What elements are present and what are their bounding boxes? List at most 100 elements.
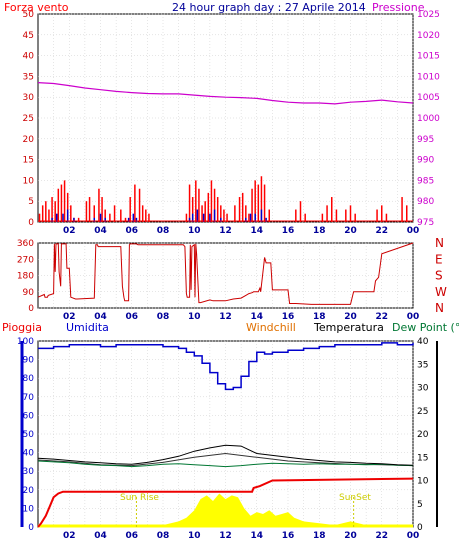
temperature-legend-label: Temperatura bbox=[313, 321, 384, 334]
dewpoint-line bbox=[37, 460, 414, 468]
sunrise-label: Sun Rise bbox=[120, 493, 159, 503]
x-tick-label: 04 bbox=[94, 312, 107, 322]
x-tick-label: 14 bbox=[250, 226, 263, 236]
y-tick-label-left: 40 bbox=[23, 52, 35, 62]
x-tick-label: 08 bbox=[157, 312, 170, 322]
y-tick-label-left: 20 bbox=[23, 135, 35, 145]
x-tick-label: 00 bbox=[407, 312, 420, 322]
x-tick-label: 10 bbox=[188, 312, 201, 322]
x-tick-label: 16 bbox=[282, 531, 295, 541]
x-tick-label: 12 bbox=[219, 226, 232, 236]
x-tick-label: 22 bbox=[375, 531, 388, 541]
wind-direction-line bbox=[37, 242, 414, 305]
x-tick-label: 18 bbox=[313, 312, 326, 322]
y-tick-label-left: 10 bbox=[23, 176, 35, 186]
y-tick-label-left: 180 bbox=[17, 272, 34, 282]
x-tick-label: 20 bbox=[344, 226, 357, 236]
pressure-line bbox=[37, 82, 414, 105]
x-tick-label: 12 bbox=[219, 531, 232, 541]
solar-radiation-area bbox=[38, 493, 413, 527]
y-tick-label-right: 20 bbox=[417, 430, 429, 440]
y-tick-label-right: 40 bbox=[417, 337, 429, 347]
y-tick-label-left: 90 bbox=[23, 288, 35, 298]
x-tick-label: 10 bbox=[188, 226, 201, 236]
humidity-legend-label: Umidita bbox=[66, 321, 109, 334]
compass-label: N bbox=[435, 301, 444, 315]
x-tick-label: 18 bbox=[313, 226, 326, 236]
pressure-axis-title: Pressione bbox=[372, 1, 425, 14]
x-tick-label: 04 bbox=[94, 226, 107, 236]
y-tick-label-left: 15 bbox=[23, 156, 34, 166]
rain-axis-title: Pioggia bbox=[2, 321, 42, 334]
y-tick-label-right: 1005 bbox=[417, 93, 440, 103]
y-tick-label-left: 360 bbox=[17, 239, 34, 249]
y-tick-label-right: 980 bbox=[417, 197, 434, 207]
y-tick-label-left: 20 bbox=[23, 486, 35, 496]
x-tick-label: 00 bbox=[407, 226, 420, 236]
x-tick-label: 20 bbox=[344, 312, 357, 322]
y-tick-label-right: 15 bbox=[417, 453, 428, 463]
y-tick-label-right: 990 bbox=[417, 156, 434, 166]
x-tick-label: 12 bbox=[219, 312, 232, 322]
y-tick-label-left: 5 bbox=[28, 197, 34, 207]
y-tick-label-right: 5 bbox=[417, 500, 423, 510]
x-tick-label: 22 bbox=[375, 312, 388, 322]
x-tick-label: 02 bbox=[63, 226, 76, 236]
y-tick-label-right: 30 bbox=[417, 384, 429, 394]
y-tick-label-left: 25 bbox=[23, 114, 34, 124]
compass-label: W bbox=[435, 285, 447, 299]
y-tick-label-left: 30 bbox=[23, 467, 35, 477]
y-tick-label-right: 0 bbox=[417, 523, 423, 533]
x-tick-label: 06 bbox=[125, 226, 138, 236]
y-tick-label-left: 0 bbox=[28, 218, 34, 228]
y-tick-label-right: 1025 bbox=[417, 10, 440, 20]
y-tick-label-left: 270 bbox=[17, 255, 34, 265]
y-tick-label-right: 25 bbox=[417, 407, 428, 417]
y-tick-label-right: 975 bbox=[417, 218, 434, 228]
page-title: 24 hour graph day : 27 Aprile 2014 bbox=[172, 1, 366, 14]
dewpoint-legend-label: Dew Point (°C bbox=[392, 321, 459, 334]
x-tick-label: 20 bbox=[344, 531, 357, 541]
x-tick-label: 04 bbox=[94, 531, 107, 541]
x-tick-label: 18 bbox=[313, 531, 326, 541]
y-tick-label-right: 985 bbox=[417, 176, 434, 186]
y-tick-label-left: 100 bbox=[17, 337, 34, 347]
compass-label: E bbox=[435, 252, 443, 266]
x-tick-label: 22 bbox=[375, 226, 388, 236]
x-tick-label: 16 bbox=[282, 226, 295, 236]
x-tick-label: 08 bbox=[157, 531, 170, 541]
x-tick-label: 02 bbox=[63, 312, 76, 322]
x-tick-label: 08 bbox=[157, 226, 170, 236]
compass-label: S bbox=[435, 269, 443, 283]
y-tick-label-left: 50 bbox=[23, 10, 35, 20]
x-tick-label: 14 bbox=[250, 312, 263, 322]
y-tick-label-left: 40 bbox=[23, 449, 35, 459]
y-tick-label-left: 70 bbox=[23, 393, 35, 403]
x-tick-label: 16 bbox=[282, 312, 295, 322]
chart-layer: 02 04 06 08 10 12 14 16 18 20 22 000510152025303540… bbox=[17, 10, 447, 541]
y-tick-label-right: 10 bbox=[417, 477, 429, 487]
y-tick-label-right: 995 bbox=[417, 135, 434, 145]
x-tick-label: 06 bbox=[125, 531, 138, 541]
x-tick-label: 10 bbox=[188, 531, 201, 541]
y-tick-label-right: 1000 bbox=[417, 114, 440, 124]
windchill-legend-label: Windchill bbox=[246, 321, 296, 334]
y-tick-label-right: 1015 bbox=[417, 52, 440, 62]
sunset-label: SunSet bbox=[339, 493, 371, 503]
y-tick-label-left: 50 bbox=[23, 430, 35, 440]
rain-line bbox=[37, 477, 414, 528]
y-tick-label-left: 80 bbox=[23, 374, 35, 384]
x-tick-label: 06 bbox=[125, 312, 138, 322]
compass-label: N bbox=[435, 236, 444, 250]
y-tick-label-left: 90 bbox=[23, 356, 35, 366]
x-tick-label: 02 bbox=[63, 531, 76, 541]
y-tick-label-left: 30 bbox=[23, 93, 35, 103]
x-tick-label: 14 bbox=[250, 531, 263, 541]
y-tick-label-left: 10 bbox=[23, 504, 35, 514]
y-tick-label-right: 35 bbox=[417, 360, 428, 370]
temperature-line bbox=[37, 444, 414, 466]
y-tick-label-left: 45 bbox=[23, 31, 34, 41]
y-tick-label-right: 1020 bbox=[417, 31, 440, 41]
